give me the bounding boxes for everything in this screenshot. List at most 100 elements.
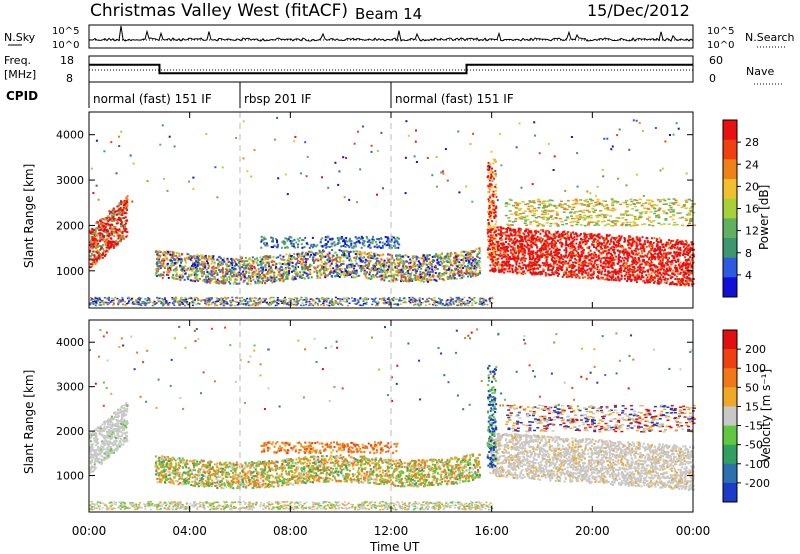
echo-cell xyxy=(283,243,286,246)
echo-cell xyxy=(309,269,311,272)
echo-cell xyxy=(115,239,118,242)
echo-cell xyxy=(577,253,580,256)
echo-cell xyxy=(372,235,374,238)
echo-cell xyxy=(91,254,94,257)
echo-cell xyxy=(630,280,633,283)
echo-cell xyxy=(423,271,426,274)
echo-cell xyxy=(602,250,605,253)
echo-cell xyxy=(376,270,379,273)
echo-cell xyxy=(536,254,539,256)
echo-cell xyxy=(331,260,334,263)
echo-cell xyxy=(213,262,216,265)
echo-cell xyxy=(657,278,660,280)
echo-cell xyxy=(540,272,542,275)
echo-cell xyxy=(629,274,632,276)
echo-cell xyxy=(285,270,288,273)
echo-cell xyxy=(342,252,345,255)
echo-cell xyxy=(336,256,339,259)
echo-cell xyxy=(620,271,623,274)
echo-cell xyxy=(386,257,389,260)
echo-cell xyxy=(401,262,404,264)
echo-cell xyxy=(598,241,601,244)
echo-cell xyxy=(311,236,314,239)
echo-cell xyxy=(275,276,278,279)
echo-cell xyxy=(443,265,446,268)
echo-cell xyxy=(513,243,516,246)
echo-cell xyxy=(305,242,308,245)
echo-cell xyxy=(200,268,203,271)
echo-cell xyxy=(456,255,459,258)
echo-cell xyxy=(442,259,445,262)
echo-cell xyxy=(475,266,478,269)
echo-cell xyxy=(611,259,613,262)
echo-cell xyxy=(300,262,303,265)
echo-cell xyxy=(525,229,528,232)
echo-cell xyxy=(238,261,240,264)
echo-cell xyxy=(338,249,341,252)
echo-cell xyxy=(354,253,357,255)
echo-cell xyxy=(383,262,386,264)
echo-cell xyxy=(668,283,671,286)
echo-cell xyxy=(89,249,91,252)
echo-cell xyxy=(340,263,342,266)
echo-cell xyxy=(687,263,690,266)
echo-cell xyxy=(523,263,526,266)
echo-cell xyxy=(453,267,456,270)
echo-cell xyxy=(653,271,656,274)
echo-cell xyxy=(459,263,462,266)
echo-cell xyxy=(210,270,213,272)
echo-cell xyxy=(221,282,224,285)
echo-cell xyxy=(603,245,605,248)
echo-cell xyxy=(294,246,297,249)
echo-cell xyxy=(178,253,181,256)
echo-cell xyxy=(125,212,128,215)
echo-cell xyxy=(597,239,599,242)
echo-cell xyxy=(120,235,123,238)
echo-cell xyxy=(324,264,327,267)
echo-cell xyxy=(519,236,521,239)
echo-cell xyxy=(273,276,276,279)
echo-cell xyxy=(463,250,466,253)
echo-cell xyxy=(616,271,619,274)
echo-cell xyxy=(198,277,201,280)
echo-cell xyxy=(181,276,184,279)
echo-cell xyxy=(386,244,389,246)
echo-cell xyxy=(197,278,200,281)
echo-cell xyxy=(247,258,250,261)
echo-cell xyxy=(472,272,475,275)
echo-cell xyxy=(535,232,538,235)
echo-cell xyxy=(525,267,528,270)
echo-cell xyxy=(283,270,286,273)
echo-cell xyxy=(468,270,471,273)
echo-cell xyxy=(101,221,104,224)
echo-cell xyxy=(642,247,645,250)
echo-cell xyxy=(196,257,198,260)
echo-cell xyxy=(640,276,643,279)
echo-cell xyxy=(212,265,215,268)
echo-cell xyxy=(180,266,183,269)
echo-cell xyxy=(465,265,468,268)
echo-cell xyxy=(516,239,519,242)
echo-cell xyxy=(575,269,578,271)
echo-cell xyxy=(479,270,481,273)
echo-cell xyxy=(364,261,367,264)
echo-cell xyxy=(501,239,504,242)
echo-cell xyxy=(292,256,295,258)
echo-cell xyxy=(194,275,197,278)
echo-cell xyxy=(214,270,217,273)
echo-cell xyxy=(580,269,583,272)
echo-cell xyxy=(565,243,568,245)
echo-cell xyxy=(665,262,668,265)
echo-cell xyxy=(176,256,179,259)
echo-cell xyxy=(424,269,427,272)
echo-cell xyxy=(415,256,418,259)
echo-cell xyxy=(639,263,642,266)
echo-cell xyxy=(323,266,325,269)
echo-cell xyxy=(159,254,162,257)
echo-cell xyxy=(576,235,579,238)
echo-cell xyxy=(647,263,649,266)
echo-cell xyxy=(491,267,494,270)
echo-cell xyxy=(378,275,381,278)
echo-cell xyxy=(293,253,296,256)
freq-trace xyxy=(89,63,693,75)
